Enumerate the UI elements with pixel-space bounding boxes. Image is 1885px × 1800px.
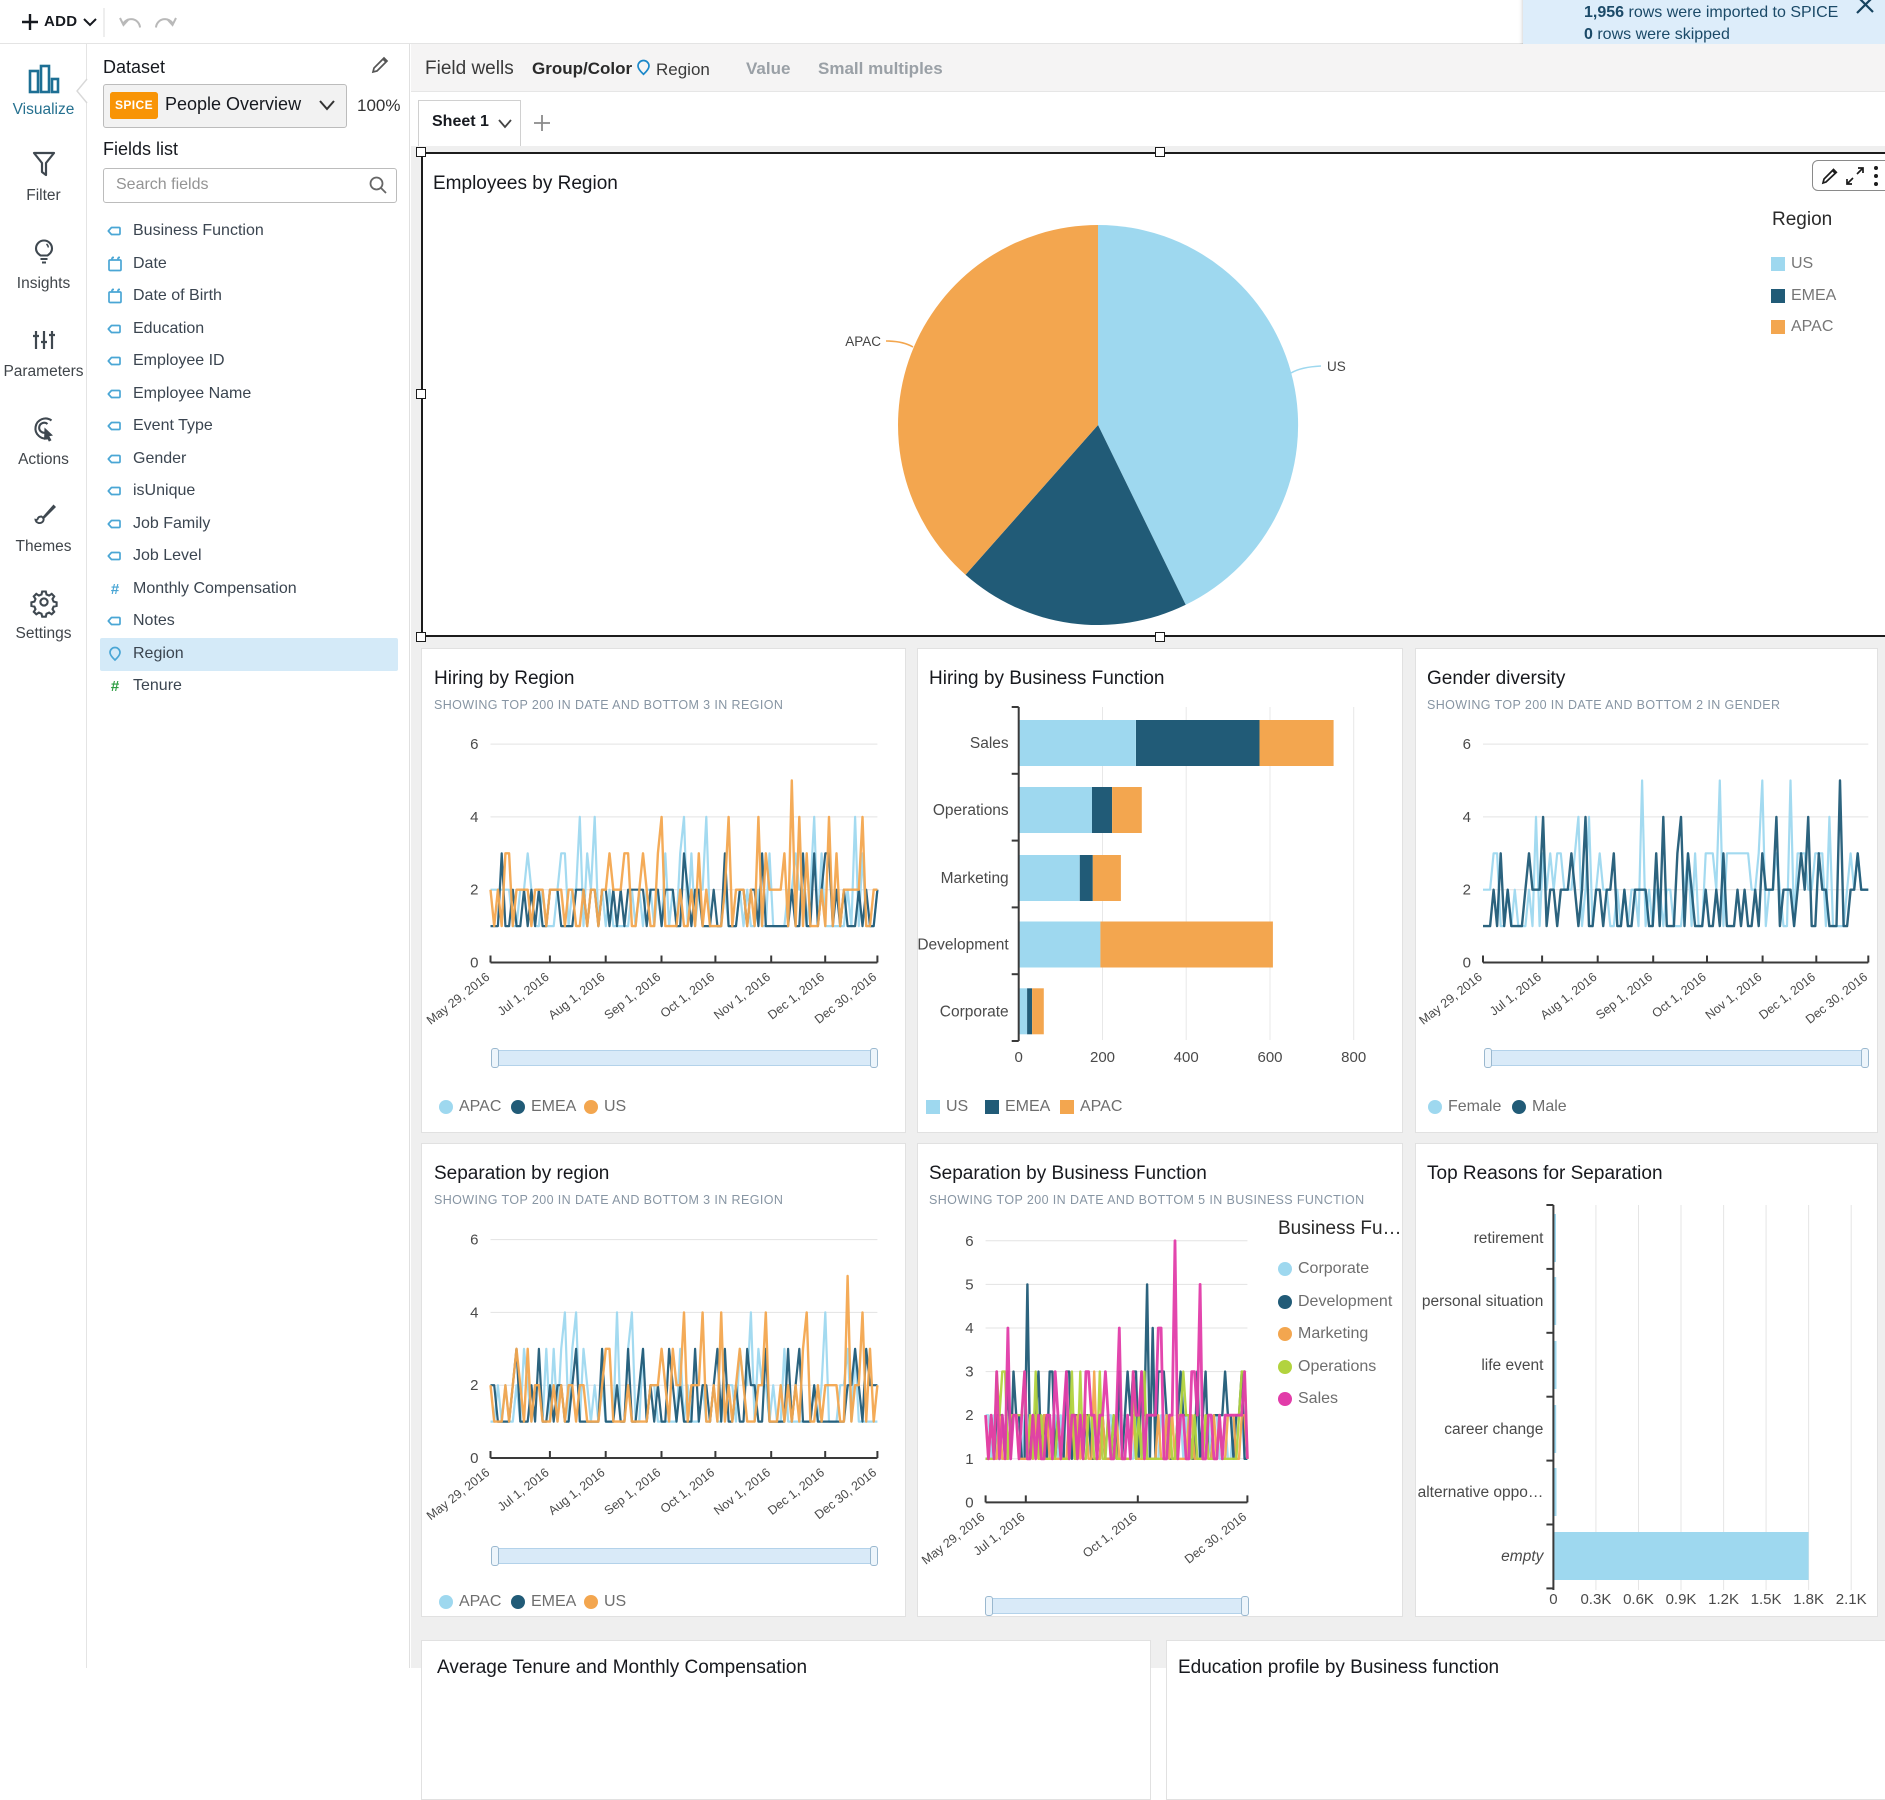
svg-text:2: 2: [470, 1377, 478, 1394]
svg-text:1.8K: 1.8K: [1793, 1591, 1824, 1608]
svg-text:life event: life event: [1481, 1357, 1544, 1374]
svg-text:2: 2: [470, 882, 478, 899]
svg-text:0.6K: 0.6K: [1623, 1591, 1654, 1608]
svg-text:1.2K: 1.2K: [1708, 1591, 1739, 1608]
svg-text:6: 6: [1463, 736, 1471, 753]
svg-text:4: 4: [965, 1320, 973, 1337]
svg-text:1.5K: 1.5K: [1751, 1591, 1782, 1608]
svg-text:1: 1: [965, 1451, 973, 1468]
svg-text:0.9K: 0.9K: [1666, 1591, 1697, 1608]
svg-text:2.1K: 2.1K: [1836, 1591, 1867, 1608]
svg-text:4: 4: [470, 1304, 478, 1321]
svg-text:0: 0: [470, 1450, 478, 1467]
svg-text:career change: career change: [1444, 1421, 1543, 1438]
svg-text:personal situation: personal situation: [1422, 1293, 1544, 1310]
svg-text:2: 2: [965, 1407, 973, 1424]
svg-text:US: US: [1327, 359, 1346, 374]
svg-text:4: 4: [470, 809, 478, 826]
svg-text:alternative oppo…: alternative oppo…: [1418, 1484, 1544, 1501]
svg-text:0: 0: [965, 1494, 973, 1511]
svg-text:empty: empty: [1501, 1548, 1544, 1565]
svg-text:800: 800: [1341, 1049, 1366, 1066]
svg-text:Development: Development: [917, 937, 1009, 954]
svg-text:6: 6: [470, 736, 478, 753]
svg-text:400: 400: [1174, 1049, 1199, 1066]
svg-text:4: 4: [1463, 809, 1471, 826]
svg-text:6: 6: [965, 1233, 973, 1250]
svg-text:2: 2: [1463, 882, 1471, 899]
svg-text:#: #: [111, 581, 120, 598]
svg-text:Marketing: Marketing: [941, 870, 1009, 887]
svg-text:0.3K: 0.3K: [1580, 1591, 1611, 1608]
svg-text:#: #: [111, 678, 120, 695]
svg-text:Operations: Operations: [933, 802, 1009, 819]
svg-text:600: 600: [1257, 1049, 1282, 1066]
svg-text:5: 5: [965, 1276, 973, 1293]
svg-text:Sales: Sales: [970, 735, 1009, 752]
svg-text:APAC: APAC: [845, 334, 881, 349]
svg-text:0: 0: [1015, 1049, 1023, 1066]
svg-text:3: 3: [965, 1364, 973, 1381]
svg-text:Corporate: Corporate: [940, 1003, 1009, 1020]
svg-text:200: 200: [1090, 1049, 1115, 1066]
svg-text:0: 0: [1463, 955, 1471, 972]
svg-text:0: 0: [1549, 1591, 1557, 1608]
svg-text:6: 6: [470, 1232, 478, 1249]
svg-text:0: 0: [470, 955, 478, 972]
svg-text:retirement: retirement: [1474, 1230, 1544, 1247]
